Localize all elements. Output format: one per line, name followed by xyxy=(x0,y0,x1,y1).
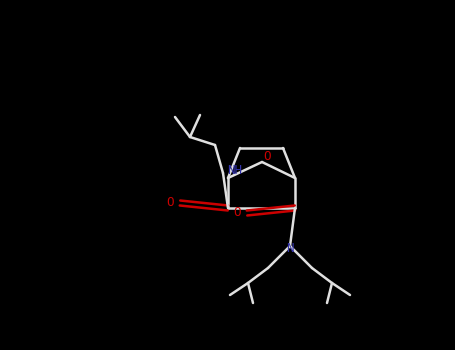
Text: O: O xyxy=(263,150,271,163)
Text: NH: NH xyxy=(228,163,243,176)
Text: O: O xyxy=(166,196,174,210)
Text: O: O xyxy=(233,206,241,219)
Text: N: N xyxy=(286,243,294,256)
